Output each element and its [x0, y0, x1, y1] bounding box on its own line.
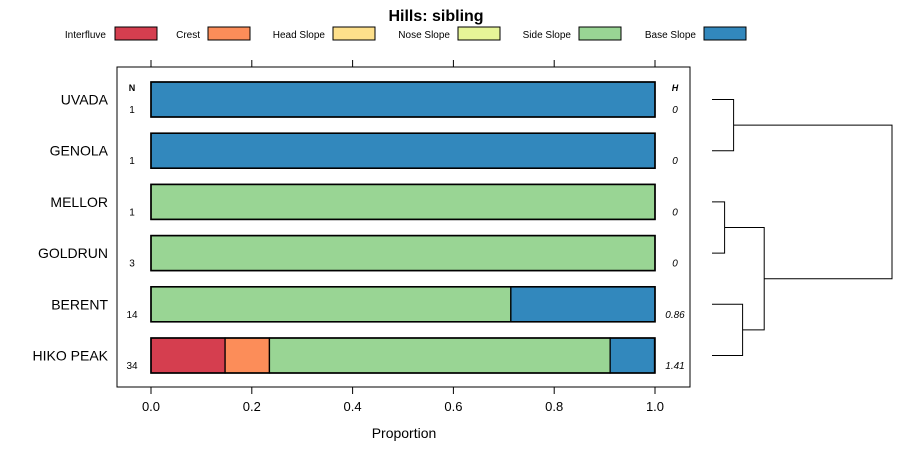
bar-segment-hiko-peak-interfluve — [150, 337, 226, 374]
dendrogram-branch-0 — [712, 99, 735, 152]
bar-row-goldrun: GOLDRUN 3 0 — [38, 234, 678, 272]
dendrogram — [712, 99, 893, 356]
legend-swatch-side-slope — [578, 26, 622, 41]
plot-panel — [116, 66, 691, 388]
bar-row-genola: GENOLA 1 0 — [50, 132, 678, 169]
h-column-header: H — [672, 83, 679, 93]
n-value-mellor: 1 — [129, 207, 135, 218]
x-tick-label-0: 0.0 — [142, 399, 160, 414]
x-tick-label-5: 1.0 — [646, 399, 664, 414]
chart-title: Hills: sibling — [388, 8, 483, 25]
h-value-hiko-peak: 1.41 — [665, 361, 684, 372]
top-axis-ticks — [150, 60, 656, 67]
bar-outline-berent — [150, 285, 656, 323]
h-value-mellor: 0 — [672, 207, 678, 218]
legend-swatch-interfluve — [114, 26, 158, 41]
legend-label-head-slope: Head Slope — [273, 30, 326, 41]
bar-row-uvada: UVADA 1 0 — [61, 81, 678, 118]
legend-swatch-base-slope — [703, 26, 747, 41]
x-tick-label-3: 0.6 — [444, 399, 462, 414]
legend-swatch-nose-slope — [457, 26, 501, 41]
dendrogram-branch-3 — [724, 227, 765, 331]
x-axis: 0.0 0.2 0.4 0.6 0.8 1.0 — [142, 387, 664, 414]
bar-outline-goldrun — [150, 234, 656, 272]
bar-rows: UVADA 1 0 GENOLA 1 0 MELLOR 1 0 GOLDRUN 3 0 BERENT 14… — [33, 81, 685, 374]
row-label-genola: GENOLA — [50, 143, 109, 159]
dendrogram-branch-4 — [733, 124, 893, 280]
row-label-uvada: UVADA — [61, 92, 109, 108]
bar-segment-goldrun-side-slope — [150, 234, 656, 272]
row-label-mellor: MELLOR — [50, 194, 108, 210]
row-label-goldrun: GOLDRUN — [38, 245, 108, 261]
legend: Interfluve Crest Head Slope Nose Slope Side … — [65, 26, 747, 41]
legend-label-crest: Crest — [176, 30, 200, 41]
legend-label-nose-slope: Nose Slope — [398, 30, 450, 41]
bar-segment-berent-base-slope — [510, 286, 656, 323]
n-value-berent: 14 — [126, 310, 138, 321]
bar-segment-uvada-base-slope — [150, 81, 656, 118]
bar-outline-genola — [150, 132, 656, 169]
n-value-genola: 1 — [129, 156, 135, 167]
bar-row-berent: BERENT 14 0.86 — [51, 285, 685, 323]
x-axis-label: Proportion — [372, 425, 437, 441]
legend-label-side-slope: Side Slope — [523, 30, 572, 41]
dendrogram-branch-2 — [712, 303, 744, 356]
n-value-goldrun: 3 — [129, 259, 135, 270]
n-value-uvada: 1 — [129, 105, 135, 116]
x-tick-label-1: 0.2 — [243, 399, 261, 414]
row-label-berent: BERENT — [51, 296, 108, 312]
n-value-hiko-peak: 34 — [126, 361, 138, 372]
h-value-berent: 0.86 — [665, 310, 685, 321]
h-value-uvada: 0 — [672, 105, 678, 116]
h-value-goldrun: 0 — [672, 259, 678, 270]
bar-segment-hiko-peak-base-slope — [609, 337, 656, 374]
x-tick-label-2: 0.4 — [344, 399, 362, 414]
legend-label-base-slope: Base Slope — [645, 30, 697, 41]
bar-row-mellor: MELLOR 1 0 — [50, 183, 678, 221]
bar-outline-mellor — [150, 183, 656, 221]
legend-swatch-head-slope — [332, 26, 376, 41]
bar-outline-uvada — [150, 81, 656, 118]
h-value-genola: 0 — [672, 156, 678, 167]
legend-label-interfluve: Interfluve — [65, 30, 107, 41]
bar-segment-hiko-peak-side-slope — [268, 337, 611, 374]
bar-row-hiko-peak: HIKO PEAK 34 1.41 — [33, 337, 685, 374]
bar-segment-hiko-peak-crest — [224, 337, 271, 374]
n-column-header: N — [129, 83, 136, 93]
x-tick-label-4: 0.8 — [545, 399, 563, 414]
bar-segment-mellor-side-slope — [150, 183, 656, 221]
dendrogram-branch-1 — [712, 201, 726, 254]
bar-outline-hiko-peak — [150, 337, 656, 374]
bar-segment-berent-side-slope — [150, 286, 512, 323]
row-label-hiko-peak: HIKO PEAK — [33, 348, 109, 364]
legend-swatch-crest — [207, 26, 251, 41]
bar-segment-genola-base-slope — [150, 132, 656, 169]
